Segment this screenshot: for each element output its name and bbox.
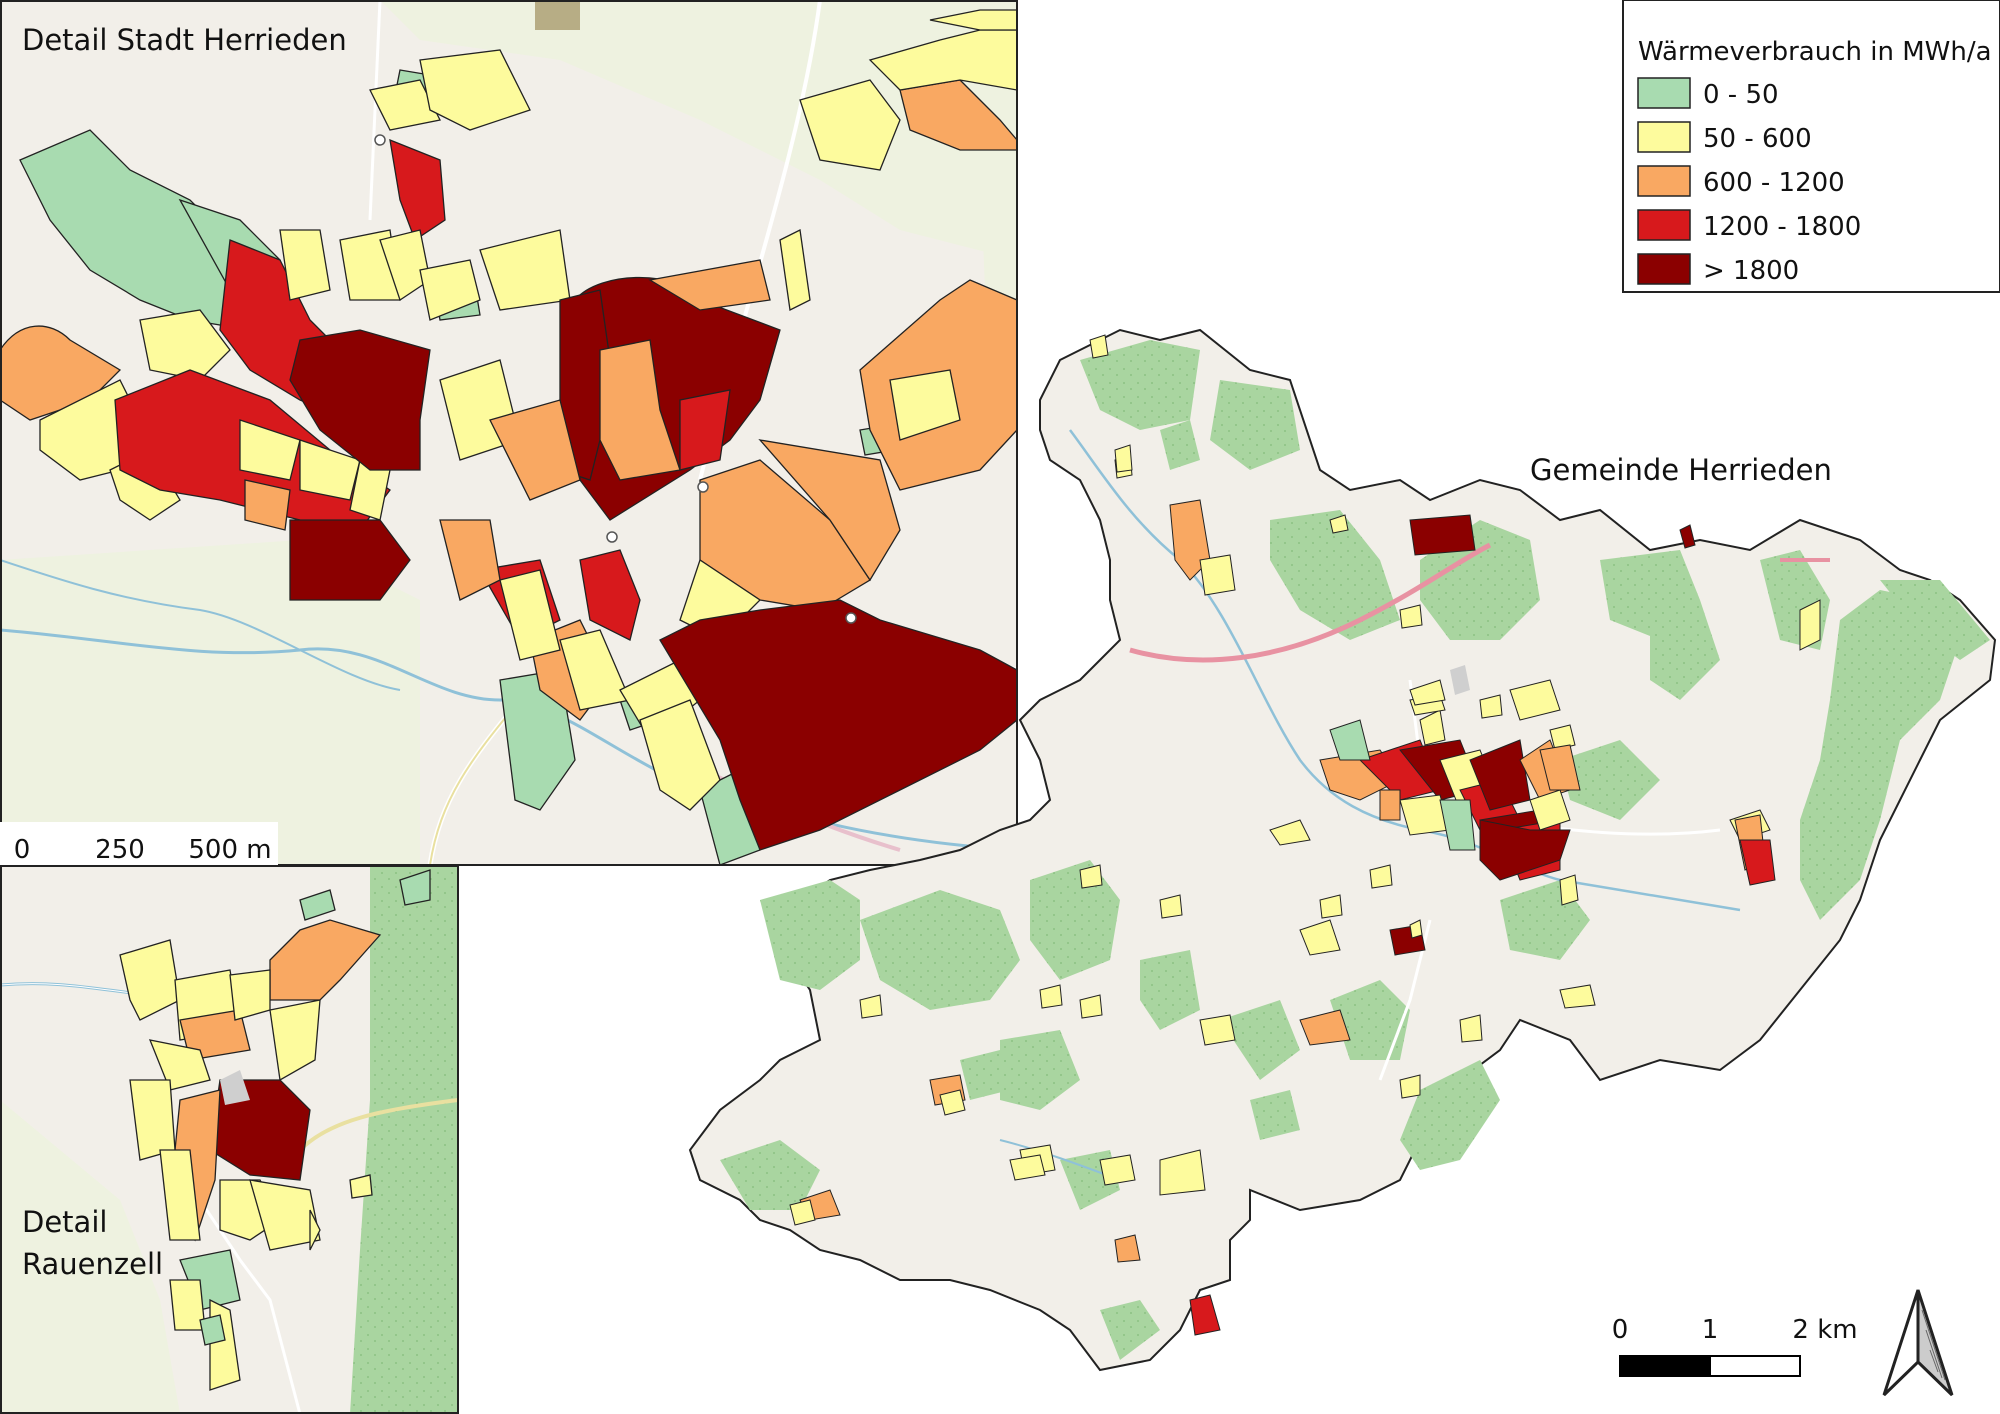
town-building-blocks (0, 9, 1017, 865)
overview-settlements (789, 334, 1821, 1336)
detail-rauenzell-title-line1: Detail (22, 1205, 107, 1239)
detail-town-frame (0, 0, 1018, 866)
legend-swatch (1637, 253, 1691, 285)
legend-label: 1200 - 1800 (1703, 212, 1861, 242)
overview-title: Gemeinde Herrieden (1530, 453, 1832, 487)
detail-rauenzell-frame (0, 865, 459, 1414)
legend-swatch (1637, 165, 1691, 197)
overview-panel (688, 328, 1997, 1372)
overview-town-cluster (1319, 694, 1571, 881)
rauenzell-building-blocks (119, 869, 431, 1391)
scalebar-overview-tick-0: 0 (1612, 1315, 1629, 1345)
scalebar-detail-tick-1: 250 (95, 835, 145, 865)
legend-title: Wärmeverbrauch in MWh/a (1638, 37, 1992, 67)
legend-swatch (1637, 209, 1691, 241)
legend-label: > 1800 (1703, 256, 1799, 286)
scalebar-detail-tick-2: 500 m (188, 835, 271, 865)
legend-label: 0 - 50 (1703, 80, 1779, 110)
detail-town-title: Detail Stadt Herrieden (22, 23, 347, 57)
scalebar-overview: 0 1 2 km (1612, 1315, 1858, 1377)
legend-label: 600 - 1200 (1703, 168, 1845, 198)
scalebar-overview-tick-2: 2 km (1792, 1315, 1857, 1345)
legend-swatch (1637, 121, 1691, 153)
scalebar-detail-tick-0: 0 (14, 835, 31, 865)
legend: Wärmeverbrauch in MWh/a 0 - 50 50 - 600 60… (1622, 0, 2000, 293)
north-arrow-icon (1882, 1289, 1954, 1397)
legend-label: 50 - 600 (1703, 124, 1812, 154)
detail-town-panel (0, 0, 1017, 865)
overview-forests (720, 340, 1990, 1360)
legend-items: 0 - 50 50 - 600 600 - 1200 1200 - 1800 > 180… (1637, 77, 1861, 286)
legend-swatch (1637, 77, 1691, 109)
scalebar-overview-tick-1: 1 (1702, 1315, 1719, 1345)
detail-rauenzell-panel (0, 867, 458, 1414)
detail-rauenzell-title-line2: Rauenzell (22, 1247, 163, 1281)
